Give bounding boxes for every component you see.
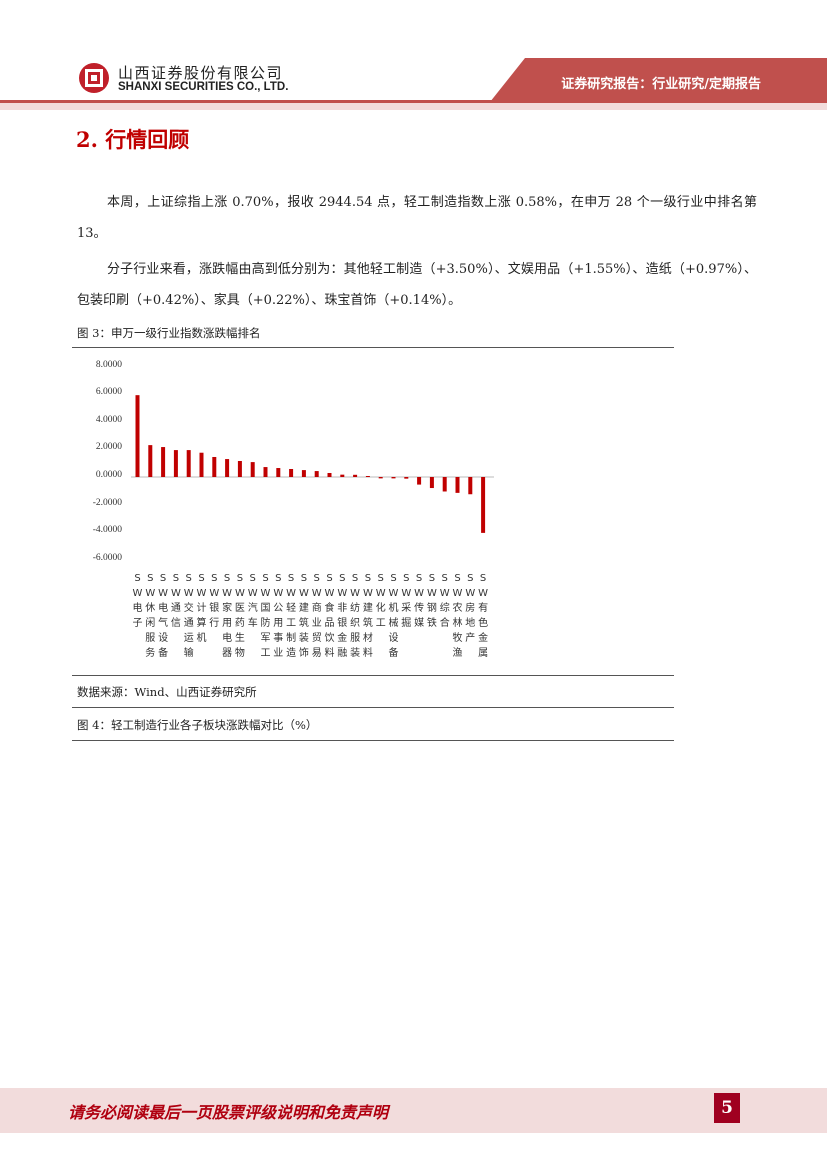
- y-tick-label: 8.0000: [95, 359, 122, 370]
- x-tick-label: SW钢铁: [426, 573, 437, 629]
- header-band: [0, 58, 827, 110]
- x-tick-label: SW计算机: [196, 573, 207, 644]
- chart-plot: [131, 395, 494, 533]
- page-number: 5: [714, 1093, 740, 1123]
- x-tick-label: SW轻工制造: [286, 573, 297, 659]
- paragraph: 本周，上证综指上涨 0.70%，报收 2944.54 点，轻工制造指数上涨 0.…: [77, 195, 757, 241]
- bar: [468, 477, 473, 495]
- x-tick-label: SW化工: [375, 573, 386, 629]
- bar: [161, 447, 166, 477]
- x-tick-label: SW农林牧渔: [452, 573, 463, 659]
- y-tick-label: 4.0000: [95, 414, 122, 425]
- bar: [250, 462, 255, 477]
- section-title: 2. 行情回顾: [76, 127, 190, 152]
- report-type: 证券研究报告：行业研究/定期报告: [561, 77, 761, 92]
- divider: [72, 740, 674, 741]
- x-tick-label: SW建筑材料: [362, 573, 373, 659]
- x-tick-label: SW电子: [132, 573, 143, 629]
- y-tick-label: -2.0000: [92, 497, 122, 508]
- bar: [340, 474, 345, 477]
- x-tick-label: SW电气设备: [158, 573, 169, 659]
- bar: [327, 472, 332, 477]
- disclaimer-link[interactable]: 请务必阅读最后一页股票评级说明和免责声明: [68, 1103, 389, 1122]
- x-tick-label: SW房地产: [465, 573, 476, 644]
- bar: [442, 477, 447, 492]
- bar: [263, 467, 268, 477]
- x-tick-label: SW医药生物: [234, 573, 245, 659]
- y-tick-label: -4.0000: [92, 525, 122, 536]
- bar: [237, 460, 242, 477]
- x-tick-label: SW纺织服装: [350, 573, 361, 659]
- footer-band: [0, 1088, 827, 1133]
- y-tick-label: -6.0000: [92, 552, 122, 563]
- x-tick-label: SW商业贸易: [311, 573, 322, 659]
- bar: [225, 459, 230, 477]
- x-tick-label: SW传媒: [414, 573, 425, 629]
- bar: [135, 395, 140, 477]
- divider: [72, 675, 674, 676]
- x-tick-label: SW汽车: [247, 573, 258, 629]
- x-tick-label: SW银行: [209, 573, 220, 629]
- bar: [186, 450, 191, 477]
- figure-4-caption: 图 4：轻工制造行业各子板块涨跌幅对比（%）: [77, 718, 318, 732]
- company-name-cn: 山西证券股份有限公司: [118, 64, 284, 82]
- bar: [314, 471, 319, 477]
- bar: [455, 477, 460, 493]
- bar: [301, 470, 306, 477]
- y-tick-label: 0.0000: [95, 470, 122, 480]
- figure-3-caption: 图 3：申万一级行业指数涨跌幅排名: [77, 326, 261, 340]
- x-tick-label: SW有色金属: [478, 573, 489, 659]
- x-tick-label: SW建筑装饰: [298, 573, 309, 659]
- divider: [72, 707, 674, 708]
- bar: [148, 445, 153, 477]
- y-tick-label: 6.0000: [95, 387, 122, 398]
- x-tick-label: SW交通运输: [183, 573, 194, 659]
- bar: [173, 450, 178, 477]
- bar: [429, 477, 434, 489]
- x-tick-label: SW公用事业: [273, 573, 284, 659]
- x-tick-label: SW机械设备: [388, 573, 399, 659]
- figure-3-source: 数据来源：Wind、山西证券研究所: [77, 685, 257, 699]
- bar: [353, 474, 358, 477]
- bar: [289, 468, 294, 477]
- y-tick-label: 2.0000: [95, 442, 122, 453]
- bar: [391, 477, 396, 479]
- bar: [199, 452, 204, 477]
- x-tick-label: SW休闲服务: [145, 573, 156, 659]
- bar: [378, 477, 383, 479]
- divider: [72, 347, 674, 348]
- bar: [276, 468, 281, 477]
- bar: [365, 476, 370, 477]
- x-tick-label: SW采掘: [401, 573, 412, 629]
- company-logo-icon: [79, 63, 109, 93]
- x-tick-label: SW非银金融: [337, 573, 348, 659]
- x-tick-label: SW国防军工: [260, 573, 271, 659]
- bar: [481, 477, 486, 533]
- bar: [212, 456, 217, 477]
- x-tick-label: SW家用电器: [222, 573, 233, 659]
- x-tick-label: SW通信: [170, 573, 181, 629]
- bar: [404, 477, 409, 479]
- paragraph: 分子行业来看，涨跌幅由高到低分别为：其他轻工制造（+3.50%）、文娱用品（+1…: [77, 262, 757, 308]
- x-tick-label: SW食品饮料: [324, 573, 335, 659]
- x-tick-label: SW综合: [439, 573, 450, 629]
- company-name-en: SHANXI SECURITIES CO., LTD.: [118, 81, 289, 93]
- bar: [417, 477, 422, 485]
